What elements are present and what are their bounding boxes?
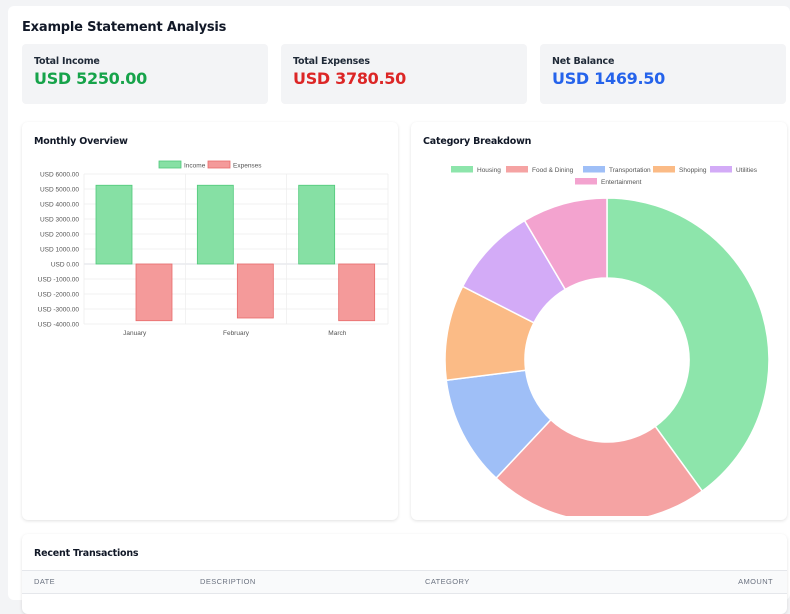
- y-tick-label: USD 5000.00: [40, 186, 79, 193]
- legend-label: Expenses: [233, 163, 262, 170]
- column-header-description[interactable]: DESCRIPTION: [200, 577, 256, 586]
- legend-swatch: [506, 166, 528, 173]
- y-tick-label: USD -2000.00: [38, 291, 80, 298]
- stat-label: Total Expenses: [293, 56, 370, 67]
- legend-swatch: [653, 166, 675, 173]
- page-title: Example Statement Analysis: [22, 20, 227, 35]
- y-tick-label: USD 1000.00: [40, 246, 79, 253]
- stat-card-expenses: Total Expenses USD 3780.50: [281, 44, 527, 104]
- legend-label: Housing: [477, 167, 501, 174]
- legend-swatch: [207, 160, 231, 169]
- income-bar: [298, 184, 336, 265]
- legend-swatch: [583, 166, 605, 173]
- y-tick-label: USD 3000.00: [40, 216, 79, 223]
- category-breakdown-card: Category Breakdown Housing Food & Dining T…: [411, 122, 787, 520]
- monthly-bar-chart: Income Expenses USD 6000.00 USD 5000.00 USD …: [38, 160, 389, 337]
- y-tick-label: USD 0.00: [51, 261, 80, 268]
- stat-label: Total Income: [34, 56, 100, 67]
- monthly-overview-card: Monthly Overview Income Expenses USD 6000.…: [22, 122, 398, 520]
- card-title: Recent Transactions: [34, 548, 139, 559]
- legend-swatch: [158, 160, 182, 169]
- legend-label: Income: [184, 163, 206, 170]
- stat-card-net-balance: Net Balance USD 1469.50: [540, 44, 786, 104]
- legend-label: Shopping: [679, 167, 707, 174]
- card-title: Monthly Overview: [34, 136, 128, 147]
- donut-slice-entertainment: [523, 197, 608, 291]
- expenses-bar: [338, 263, 376, 322]
- card-title: Category Breakdown: [423, 136, 532, 147]
- dashboard-page: Example Statement Analysis Total Income …: [8, 6, 790, 614]
- x-tick-label: January: [123, 330, 147, 337]
- y-tick-label: USD -1000.00: [38, 276, 80, 283]
- donut-slice-food-dining: [495, 418, 704, 516]
- expenses-bar: [236, 263, 274, 319]
- y-tick-label: USD 4000.00: [40, 201, 79, 208]
- legend-label: Utilities: [736, 167, 758, 174]
- stat-value: USD 1469.50: [552, 69, 665, 88]
- legend-swatch: [710, 166, 732, 173]
- legend-label: Food & Dining: [532, 167, 574, 174]
- legend-label: Entertainment: [601, 179, 642, 186]
- stat-value: USD 3780.50: [293, 69, 406, 88]
- expenses-bar: [135, 263, 173, 322]
- transactions-table-header: DATE DESCRIPTION CATEGORY AMOUNT: [22, 570, 787, 594]
- y-tick-label: USD 6000.00: [40, 171, 79, 178]
- x-tick-label: March: [328, 330, 346, 337]
- stat-value: USD 5250.00: [34, 69, 147, 88]
- legend-swatch: [451, 166, 473, 173]
- y-tick-label: USD -4000.00: [38, 321, 80, 328]
- column-header-amount[interactable]: AMOUNT: [738, 577, 773, 586]
- stat-card-income: Total Income USD 5250.00: [22, 44, 268, 104]
- y-tick-label: USD 2000.00: [40, 231, 79, 238]
- x-tick-label: February: [223, 330, 250, 337]
- column-header-category[interactable]: CATEGORY: [425, 577, 470, 586]
- income-bar: [95, 184, 133, 265]
- recent-transactions-card: Recent Transactions DATE DESCRIPTION CAT…: [22, 534, 787, 614]
- legend-swatch: [575, 178, 597, 185]
- stat-label: Net Balance: [552, 56, 615, 67]
- income-bar: [196, 184, 234, 265]
- legend-label: Transportation: [609, 167, 651, 174]
- y-tick-label: USD -3000.00: [38, 306, 80, 313]
- category-donut-chart: Housing Food & Dining Transportation Shoppi…: [444, 166, 770, 516]
- column-header-date[interactable]: DATE: [34, 577, 56, 586]
- donut-slice-housing: [606, 197, 770, 493]
